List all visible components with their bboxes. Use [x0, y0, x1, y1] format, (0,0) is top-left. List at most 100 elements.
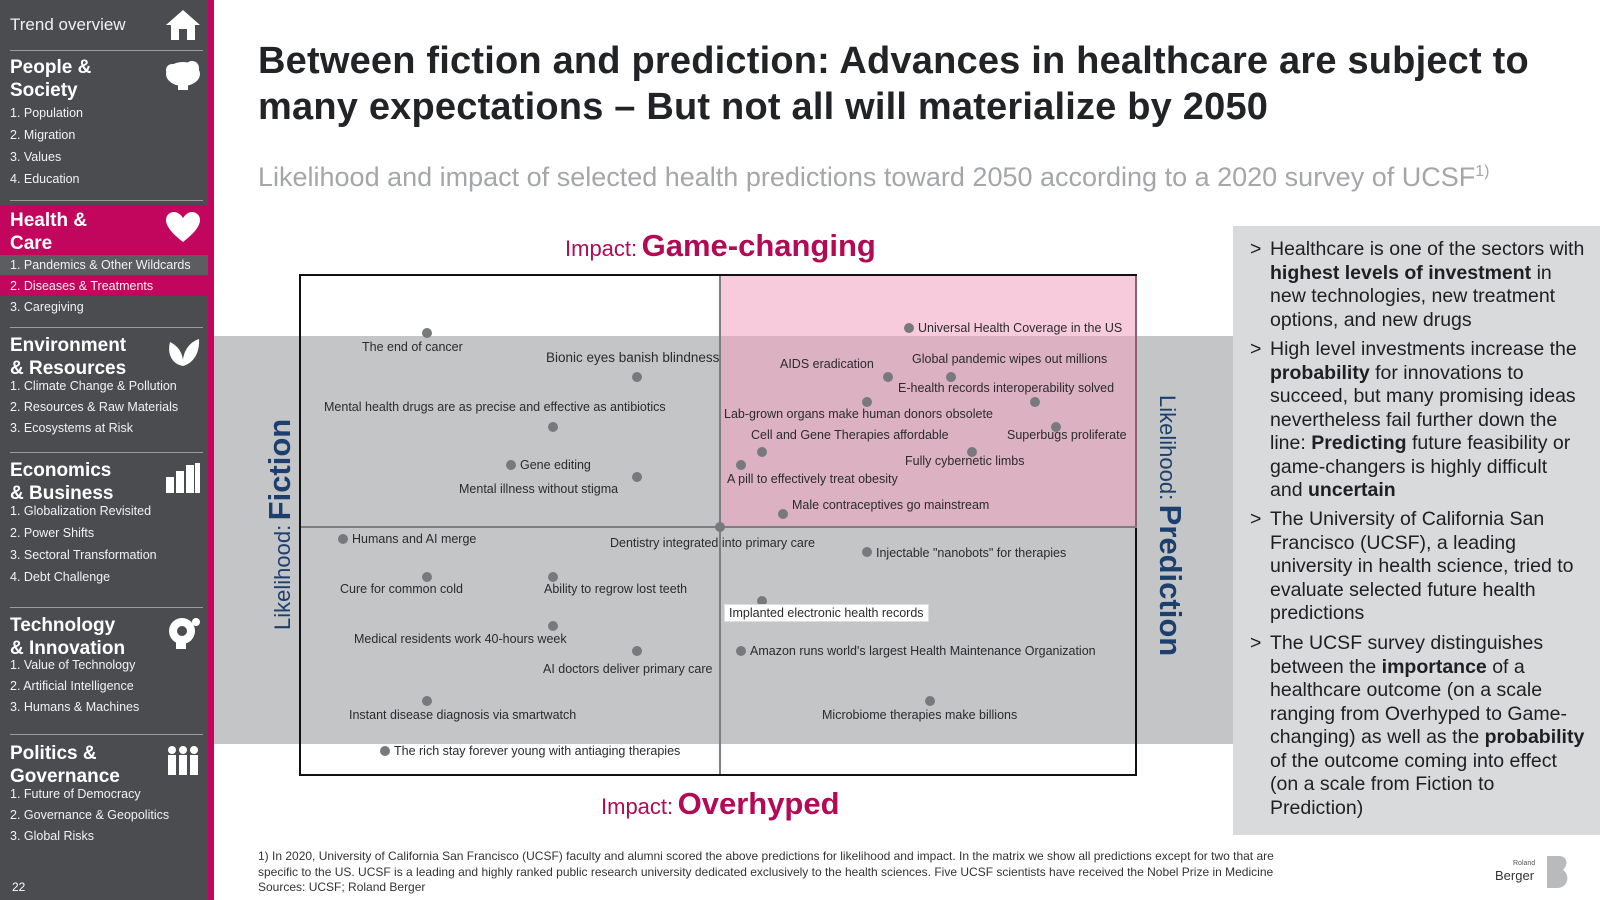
likelihood-left-label: Likelihood: Fiction: [262, 418, 297, 630]
prediction-label: Male contraceptives go mainstream: [792, 498, 990, 512]
prediction-dot: [1051, 422, 1061, 432]
prediction-dot: [548, 572, 558, 582]
prediction-label: Fully cybernetic limbs: [905, 454, 1025, 468]
prediction-label: Humans and AI merge: [352, 532, 477, 546]
impact-top-label: Impact: Game-changing: [565, 228, 876, 263]
prediction-dot: [778, 509, 788, 519]
prediction-label: Superbugs proliferate: [1007, 428, 1127, 442]
prediction-dot: [632, 472, 642, 482]
page-title: Between fiction and prediction: Advances…: [258, 40, 1529, 128]
prediction-dot: [883, 372, 893, 382]
sidebar-section-technology[interactable]: Technology & Innovation 1. Value of Techn…: [0, 610, 208, 730]
sidebar-section-politics[interactable]: Politics & Governance 1. Future of Democr…: [0, 738, 208, 858]
sidebar-item-climate[interactable]: 1. Climate Change & Pollution: [10, 379, 177, 393]
sidebar-item-humans-machines[interactable]: 3. Humans & Machines: [10, 700, 140, 714]
prediction-label: Dentistry integrated into primary care: [610, 536, 815, 550]
sidebar-item-democracy[interactable]: 1. Future of Democracy: [10, 787, 141, 801]
prediction-label: Gene editing: [520, 458, 591, 472]
leaf-icon: [169, 339, 200, 366]
footnote-line: 1) In 2020, University of California San…: [258, 849, 1274, 863]
prediction-label: Microbiome therapies make billions: [822, 708, 1018, 722]
logo-mark-icon: [1547, 856, 1568, 888]
section-title: Technology & Innovation: [10, 615, 126, 659]
prediction-dot: [422, 328, 432, 338]
sidebar-item-education[interactable]: 4. Education: [10, 172, 80, 186]
sidebar-item-governance[interactable]: 2. Governance & Geopolitics: [10, 808, 170, 822]
prediction-label: Cure for common cold: [340, 582, 463, 596]
sidebar-section-people-society[interactable]: People & Society 1. Population 2. Migrati…: [0, 52, 208, 197]
prediction-dot: [422, 696, 432, 706]
prediction-label: Global pandemic wipes out millions: [912, 352, 1108, 366]
sidebar-item-ai[interactable]: 2. Artificial Intelligence: [10, 679, 134, 693]
sidebar-item-population[interactable]: 1. Population: [10, 106, 83, 120]
prediction-label: AI doctors deliver primary care: [543, 662, 713, 676]
prediction-dot: [380, 746, 390, 756]
impact-bottom-label: Impact: Overhyped: [601, 786, 840, 821]
sidebar-item-values[interactable]: 3. Values: [10, 150, 62, 164]
footnote-sources: Sources: UCSF; Roland Berger: [258, 880, 426, 894]
home-icon: [166, 10, 200, 40]
prediction-dot: [904, 323, 914, 333]
sidebar-item-pandemics[interactable]: 1. Pandemics & Other Wildcards: [0, 255, 208, 275]
prediction-label: E-health records interoperability solved: [898, 381, 1115, 395]
sidebar-item-diseases-treatments[interactable]: 2. Diseases & Treatments: [0, 276, 208, 296]
sidebar-section-environment[interactable]: Environment & Resources 1. Climate Change…: [0, 330, 208, 455]
prediction-label: The rich stay forever young with antiagi…: [394, 744, 681, 758]
prediction-dot: [757, 447, 767, 457]
section-title: Health & Care: [10, 210, 88, 254]
prediction-dot: [715, 522, 725, 532]
sidebar-item-sectoral[interactable]: 3. Sectoral Transformation: [10, 548, 157, 562]
section-title: Politics & Governance: [10, 743, 120, 787]
people-icon: [168, 746, 198, 775]
roland-berger-logo: Roland Berger: [1495, 854, 1575, 894]
sidebar-item-debt[interactable]: 4. Debt Challenge: [10, 570, 111, 584]
prediction-label: Medical residents work 40-hours week: [354, 632, 567, 646]
sidebar-section-economics[interactable]: Economics & Business 1. Globalization Rev…: [0, 455, 208, 600]
prediction-dot: [862, 397, 872, 407]
sidebar-item-power-shifts[interactable]: 2. Power Shifts: [10, 526, 95, 540]
gear-head-icon: [169, 618, 200, 649]
prediction-dot: [967, 447, 977, 457]
factory-chart-icon: [166, 463, 200, 493]
prediction-dot: [736, 460, 746, 470]
sidebar-trend-overview[interactable]: Trend overview: [0, 0, 208, 50]
key-insights-panel: > Healthcare is one of the sectors with …: [1233, 226, 1600, 835]
prediction-label: The end of cancer: [362, 340, 463, 354]
prediction-label: Cell and Gene Therapies affordable: [751, 428, 949, 442]
section-title: People & Society: [10, 57, 92, 101]
heart-icon: [166, 212, 200, 242]
prediction-dot: [925, 696, 935, 706]
likelihood-right-label: Likelihood: Prediction: [1153, 395, 1188, 657]
sidebar-item-resources[interactable]: 2. Resources & Raw Materials: [10, 400, 179, 414]
prediction-dot: [548, 621, 558, 631]
footnote-line: specific to the US. UCSF is a leading an…: [258, 864, 1274, 879]
sidebar-item-ecosystems[interactable]: 3. Ecosystems at Risk: [10, 421, 133, 435]
footnote: 1) In 2020, University of California San…: [258, 849, 1438, 896]
prediction-dot: [548, 422, 558, 432]
cloud-head-icon: [166, 61, 200, 90]
prediction-dot: [422, 572, 432, 582]
sidebar-item-global-risks[interactable]: 3. Global Risks: [10, 829, 95, 843]
prediction-label: Bionic eyes banish blindness: [546, 350, 720, 365]
prediction-label: Ability to regrow lost teeth: [544, 582, 688, 596]
section-title: Economics & Business: [10, 460, 114, 504]
page-number: 22: [12, 880, 26, 894]
prediction-dot: [506, 460, 516, 470]
sidebar-item-value-technology[interactable]: 1. Value of Technology: [10, 658, 136, 672]
sidebar-item-caregiving[interactable]: 3. Caregiving: [10, 300, 84, 314]
section-title: Environment & Resources: [10, 335, 127, 379]
prediction-dot: [1030, 397, 1040, 407]
prediction-label: Instant disease diagnosis via smartwatch: [349, 708, 577, 722]
page-subtitle: Likelihood and impact of selected health…: [258, 162, 1490, 192]
prediction-label: Mental illness without stigma: [459, 482, 619, 496]
prediction-dot: [862, 547, 872, 557]
prediction-label: Amazon runs world's largest Health Maint…: [750, 644, 1096, 658]
sidebar-section-health-care[interactable]: Health & Care 1. Pandemics & Other Wildca…: [0, 205, 208, 320]
sidebar-item-migration[interactable]: 2. Migration: [10, 128, 76, 142]
prediction-label: AIDS eradication: [780, 357, 874, 371]
prediction-dot: [736, 646, 746, 656]
impact-likelihood-matrix: The end of cancer Bionic eyes banish bli…: [299, 274, 1137, 776]
prediction-dot: [632, 646, 642, 656]
sidebar-item-globalization[interactable]: 1. Globalization Revisited: [10, 504, 152, 518]
prediction-label: Implanted electronic health records: [724, 604, 929, 622]
